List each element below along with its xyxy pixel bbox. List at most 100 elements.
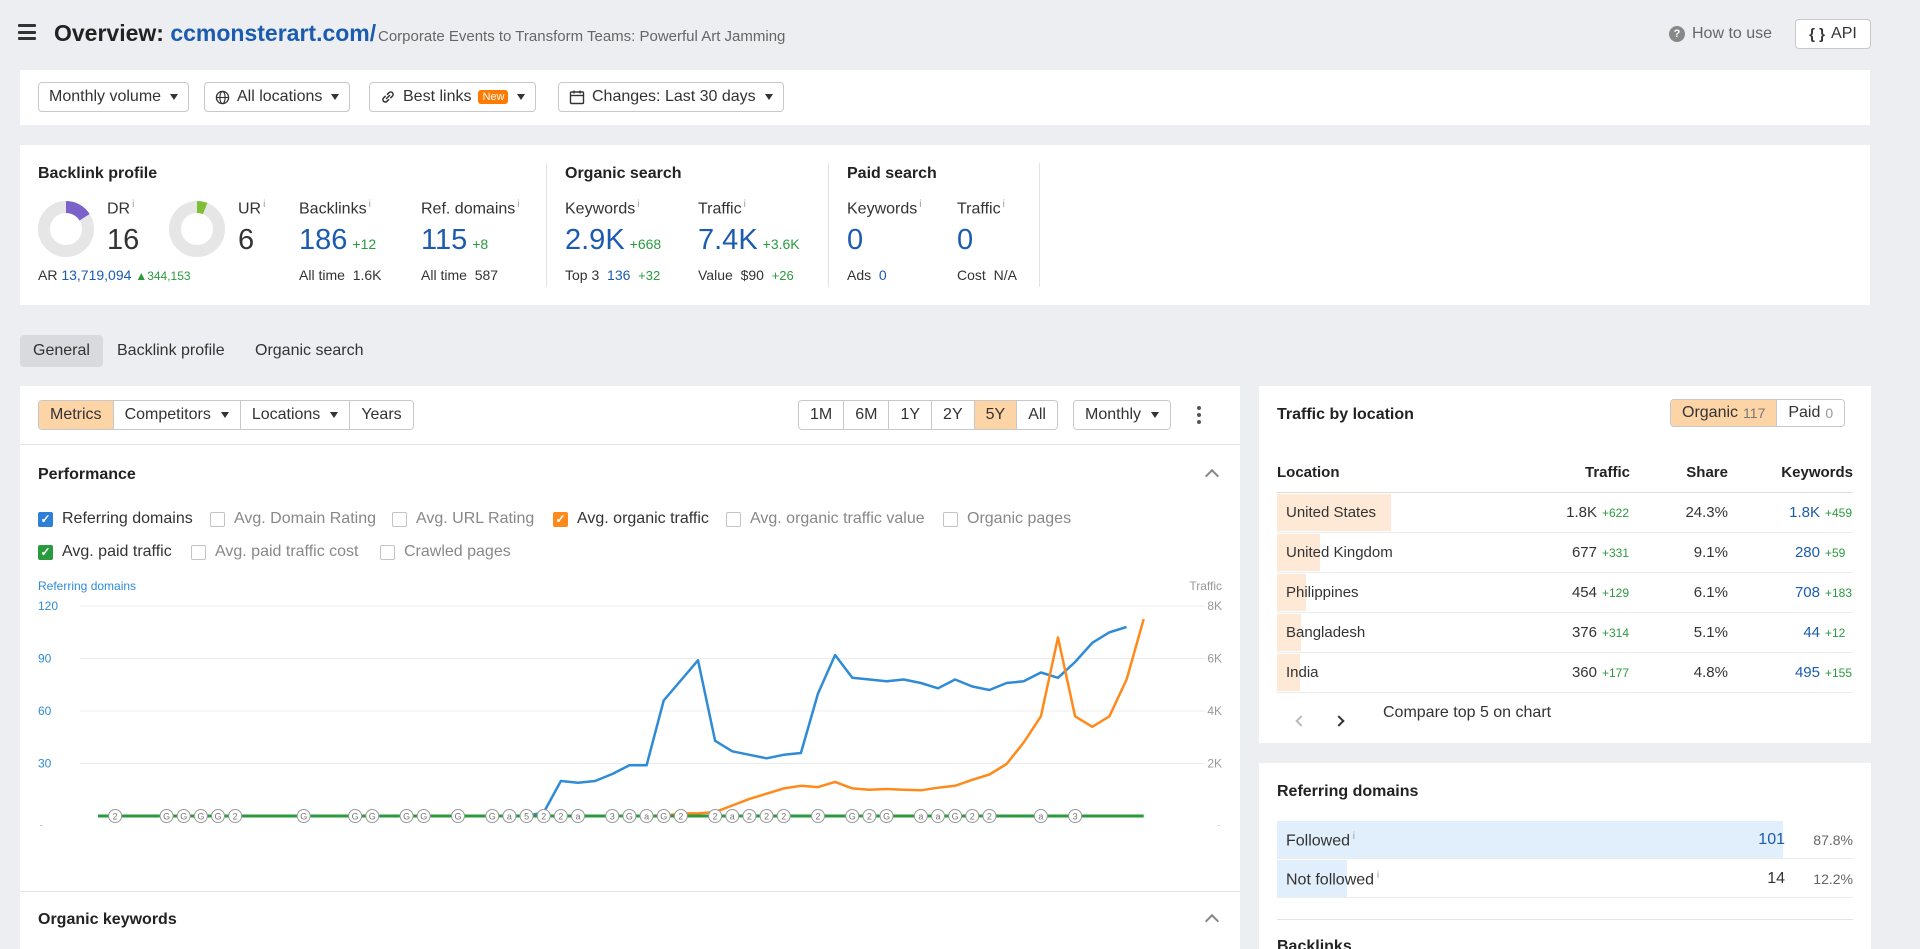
chevron-down-icon xyxy=(517,94,526,100)
keywords-cell[interactable]: 1.8K +459 xyxy=(1728,492,1853,533)
paid-toggle[interactable]: Paid 0 xyxy=(1777,400,1845,426)
changes-dropdown[interactable]: Changes: Last 30 days xyxy=(558,82,784,112)
compare-top5-link[interactable]: Compare top 5 on chart xyxy=(1383,704,1552,721)
check-avg-paid-traffic[interactable]: ✓ Avg. paid traffic xyxy=(38,543,172,561)
check-crawled-pages[interactable]: Crawled pages xyxy=(380,543,511,561)
location-row[interactable]: United States 1.8K +622 24.3% 1.8K +459 xyxy=(1277,492,1853,533)
overview-stats: Backlink profile DR i 16 UR i 6 AR 13,719,… xyxy=(20,145,1870,305)
not-followed-label: Not followed i xyxy=(1286,870,1380,889)
paid-keywords-value[interactable]: 0 xyxy=(847,224,864,256)
annotation-marker xyxy=(176,809,191,823)
page-title-domain[interactable]: ccmonsterart.com/ xyxy=(170,20,377,46)
organic-toggle[interactable]: Organic 117 xyxy=(1671,400,1778,426)
competitors-dropdown[interactable]: Competitors xyxy=(113,401,241,429)
check-referring-domains[interactable]: ✓ Referring domains xyxy=(38,510,193,528)
locations-dropdown[interactable]: All locations xyxy=(204,82,351,112)
organic-keywords-heading: Organic keywords xyxy=(38,911,177,928)
tab-backlink-profile[interactable]: Backlink profile xyxy=(117,342,225,359)
keywords-cell[interactable]: 280 +59 xyxy=(1728,532,1853,573)
check-avg-organic-traffic[interactable]: ✓ Avg. organic traffic xyxy=(553,510,709,528)
range-all[interactable]: All xyxy=(1017,401,1057,429)
referring-domains-heading: Referring domains xyxy=(1277,783,1419,800)
annotation-marker xyxy=(742,809,757,823)
ref-domains-value[interactable]: 115 +8 xyxy=(421,224,489,256)
organic-traffic-label: Traffic i xyxy=(698,199,746,218)
location-row[interactable]: United Kingdom 677 +331 9.1% 280 +59 xyxy=(1277,532,1853,573)
ar-value[interactable]: 13,719,094 xyxy=(61,267,132,283)
cost-line: Cost N/A xyxy=(957,267,1017,283)
performance-panel: Metrics Competitors Locations Years 1M 6… xyxy=(20,386,1240,949)
more-options-icon[interactable] xyxy=(1197,406,1201,424)
organic-traffic-value[interactable]: 7.4K +3.6K xyxy=(698,224,800,256)
range-2y[interactable]: 2Y xyxy=(932,401,975,429)
ur-label: UR i xyxy=(238,199,266,218)
how-to-use-link[interactable]: ? How to use xyxy=(1669,25,1772,43)
annotation-marker xyxy=(571,809,585,823)
metrics-button[interactable]: Metrics xyxy=(39,401,114,429)
location-cell: Bangladesh xyxy=(1277,612,1502,653)
check-avg-url-rating[interactable]: Avg. URL Rating xyxy=(392,510,534,528)
left-tick-label: 60 xyxy=(38,704,52,718)
calendar-icon xyxy=(569,90,585,105)
dr-value[interactable]: 16 xyxy=(107,224,140,256)
range-6m[interactable]: 6M xyxy=(844,401,890,429)
ur-value[interactable]: 6 xyxy=(238,224,255,256)
annotation-label: a xyxy=(730,812,735,822)
range-5y[interactable]: 5Y xyxy=(974,401,1018,429)
backlinks-value[interactable]: 186 +12 xyxy=(299,224,377,256)
keywords-cell[interactable]: 495 +155 xyxy=(1728,652,1853,693)
best-links-dropdown[interactable]: Best links New xyxy=(369,82,537,112)
interval-dropdown[interactable]: Monthly xyxy=(1073,400,1172,430)
annotation-label: G xyxy=(163,812,170,822)
collapse-icon[interactable] xyxy=(1204,468,1220,484)
keywords-cell[interactable]: 708 +183 xyxy=(1728,572,1853,613)
annotation-marker xyxy=(673,809,688,823)
how-to-use-label: How to use xyxy=(1692,25,1773,42)
annotation-marker xyxy=(553,809,568,823)
check-organic-pages[interactable]: Organic pages xyxy=(943,510,1071,528)
volume-dropdown[interactable]: Monthly volume xyxy=(38,82,190,112)
divider xyxy=(828,163,829,287)
chart-mode-group: Metrics Competitors Locations Years xyxy=(38,400,414,430)
years-button[interactable]: Years xyxy=(350,401,413,429)
menu-icon[interactable] xyxy=(18,24,36,40)
not-followed-row[interactable]: Not followed i 14 12.2% xyxy=(1277,860,1853,898)
location-row[interactable]: Philippines 454 +129 6.1% 708 +183 xyxy=(1277,572,1853,613)
annotation-marker xyxy=(913,809,928,823)
annotation-label: G xyxy=(454,812,461,822)
annotation-marker xyxy=(228,809,243,823)
range-1m[interactable]: 1M xyxy=(799,401,845,429)
location-row[interactable]: Bangladesh 376 +314 5.1% 44 +12 xyxy=(1277,612,1853,653)
keywords-cell[interactable]: 44 +12 xyxy=(1728,612,1853,653)
location-row[interactable]: India 360 +177 4.8% 495 +155 xyxy=(1277,652,1853,693)
annotation-label: a xyxy=(507,812,512,822)
range-1y[interactable]: 1Y xyxy=(889,401,933,429)
ref-domains-label: Ref. domains i xyxy=(421,199,520,218)
share-cell: 5.1% xyxy=(1630,612,1728,653)
location-table: Location Traffic Share Keywords United S… xyxy=(1277,454,1853,693)
annotation-label: 3 xyxy=(1073,812,1078,822)
annotation-marker xyxy=(211,809,225,823)
tab-general[interactable]: General xyxy=(20,335,103,367)
chevron-right-icon[interactable] xyxy=(1333,715,1345,727)
followed-count[interactable]: 101 xyxy=(1758,831,1785,848)
annotation-label: G xyxy=(197,812,204,822)
tab-organic-search[interactable]: Organic search xyxy=(255,342,364,359)
paid-search-heading: Paid search xyxy=(847,165,937,182)
check-avg-domain-rating[interactable]: Avg. Domain Rating xyxy=(210,510,376,528)
api-button[interactable]: { } API xyxy=(1795,19,1871,49)
locations-chart-dropdown[interactable]: Locations xyxy=(240,401,351,429)
traffic-cell: 376 +314 xyxy=(1502,612,1630,653)
divider xyxy=(1039,163,1040,287)
check-avg-paid-traffic-cost[interactable]: Avg. paid traffic cost xyxy=(191,543,358,561)
chevron-down-icon xyxy=(220,412,229,418)
annotation-marker xyxy=(879,809,894,823)
divider xyxy=(20,891,1240,892)
paid-traffic-value[interactable]: 0 xyxy=(957,224,974,256)
collapse-icon[interactable] xyxy=(1204,913,1220,929)
share-bar xyxy=(1277,613,1301,651)
organic-keywords-value[interactable]: 2.9K +668 xyxy=(565,224,662,256)
check-avg-organic-traffic-value[interactable]: Avg. organic traffic value xyxy=(726,510,925,528)
followed-row[interactable]: Followed i 101 87.8% xyxy=(1277,821,1853,859)
chevron-left-icon[interactable] xyxy=(1295,715,1307,727)
